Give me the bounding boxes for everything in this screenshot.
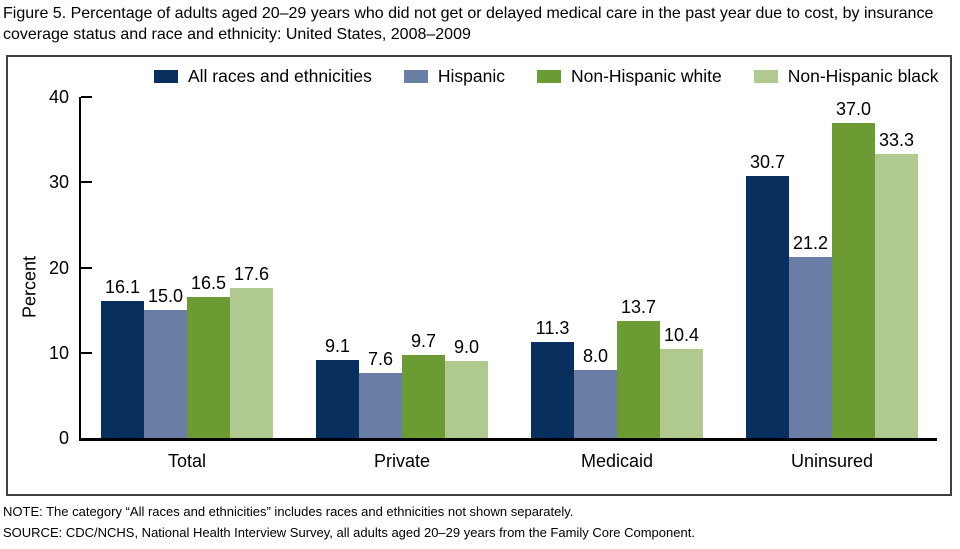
bar: 9.0 (445, 337, 488, 438)
legend-swatch (403, 70, 428, 83)
legend-label: All races and ethnicities (188, 66, 372, 86)
y-tick-label: 10 (48, 342, 69, 363)
bar-value-label: 7.6 (367, 349, 394, 369)
bar: 21.2 (789, 233, 832, 438)
bar: 9.1 (316, 336, 359, 438)
x-category-label: Uninsured (790, 451, 874, 471)
y-tick (81, 96, 92, 98)
bar: 9.7 (402, 331, 445, 438)
bar: 7.6 (359, 349, 402, 438)
legend-label: Non-Hispanic black (787, 66, 939, 86)
y-tick-label: 40 (48, 87, 69, 107)
y-tick-label: 0 (58, 428, 69, 448)
bar: 13.7 (617, 297, 660, 438)
bar-value-label: 16.1 (104, 277, 141, 297)
legend: All races and ethnicities Hispanic Non-His… (154, 66, 939, 87)
bar: 15.0 (144, 286, 187, 438)
y-tick-label: 30 (48, 172, 69, 193)
bar-group: 9.1 7.6 9.7 9.0 (316, 331, 488, 438)
bar: 33.3 (875, 130, 918, 438)
bar-value-label: 9.1 (324, 336, 351, 356)
bar-group: 30.7 21.2 37.0 33.3 (746, 99, 918, 438)
bar: 16.1 (101, 277, 144, 438)
legend-swatch (536, 70, 561, 83)
bar-value-label: 16.5 (190, 273, 227, 293)
bar-value-label: 8.0 (582, 346, 609, 366)
x-axis-line (79, 438, 937, 441)
bar: 10.4 (660, 325, 703, 438)
plot-area: 16.1 15.0 16.5 17.6 9.1 7.6 9.7 9.0 11.3 8.0 13.7 1… (8, 97, 950, 438)
bar-value-label: 37.0 (835, 99, 872, 119)
legend-swatch (753, 70, 778, 83)
bar-value-label: 9.0 (453, 337, 480, 357)
bar-group: 11.3 8.0 13.7 10.4 (531, 297, 703, 438)
chart-frame: All races and ethnicities Hispanic Non-His… (6, 55, 952, 496)
legend-item: Non-Hispanic white (536, 66, 722, 87)
bar: 17.6 (230, 264, 273, 438)
legend-label: Non-Hispanic white (570, 66, 722, 86)
bar: 37.0 (832, 99, 875, 438)
bar-value-label: 33.3 (878, 130, 915, 150)
y-tick (81, 181, 92, 184)
y-tick-label: 20 (48, 257, 69, 278)
legend-item: Non-Hispanic black (753, 66, 939, 87)
x-category-label: Total (167, 451, 207, 471)
bar-value-label: 11.3 (535, 318, 570, 338)
source-text: SOURCE: CDC/NCHS, National Health Interv… (3, 525, 695, 540)
note-text: NOTE: The category “All races and ethnic… (3, 504, 574, 519)
legend-swatch (154, 70, 178, 83)
bar-value-label: 9.7 (410, 331, 437, 351)
bar-group: 16.1 15.0 16.5 17.6 (101, 264, 273, 438)
bar-value-label: 15.0 (147, 286, 184, 306)
bar-value-label: 30.7 (749, 152, 786, 172)
bar-value-label: 17.6 (233, 264, 270, 284)
bar: 16.5 (187, 273, 230, 438)
bar-value-label: 21.2 (792, 233, 829, 253)
y-axis-line (79, 97, 81, 438)
legend-item: All races and ethnicities (154, 66, 372, 87)
y-tick (81, 351, 92, 354)
x-category-label: Medicaid (580, 451, 654, 471)
x-category-label: Private (373, 451, 431, 471)
legend-item: Hispanic (403, 66, 505, 87)
bar: 8.0 (574, 346, 617, 438)
legend-label: Hispanic (437, 66, 505, 86)
y-tick (81, 266, 92, 269)
bar: 11.3 (531, 318, 574, 438)
bar: 30.7 (746, 152, 789, 438)
bar-value-label: 10.4 (663, 325, 700, 345)
figure-title: Figure 5. Percentage of adults aged 20–2… (3, 5, 934, 43)
bar-value-label: 13.7 (620, 297, 657, 317)
